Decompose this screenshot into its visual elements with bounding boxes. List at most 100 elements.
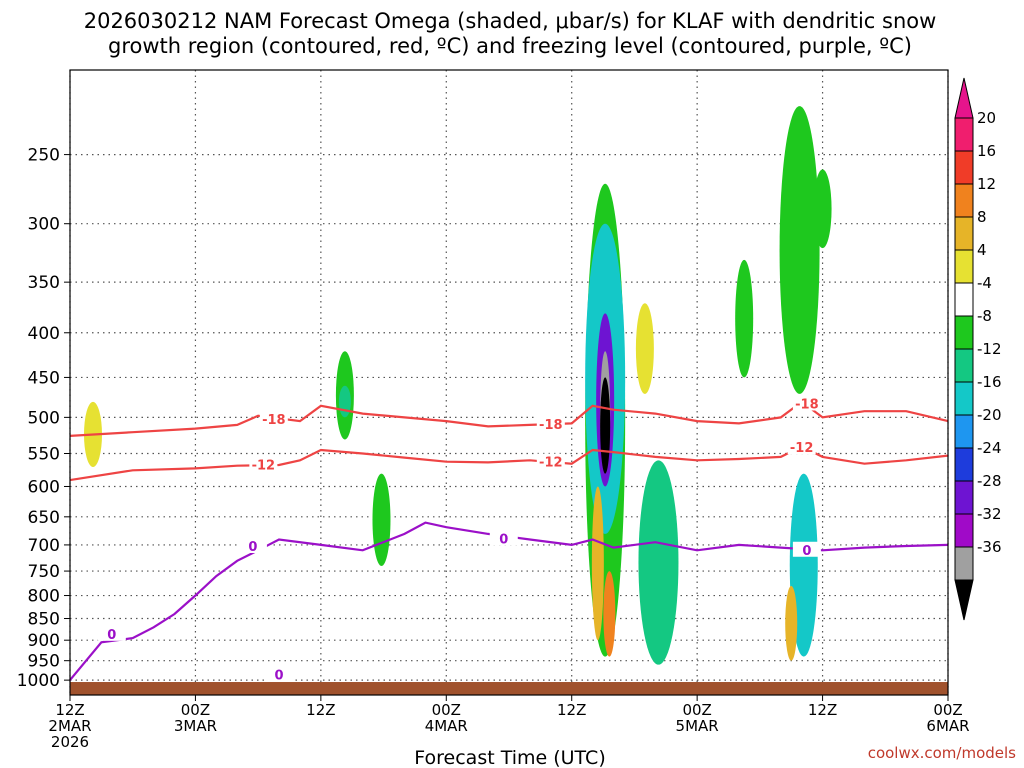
contour-label: 0 — [499, 532, 508, 547]
x-tick-label: 00Z — [432, 701, 461, 719]
colorbar-label: -32 — [977, 505, 1002, 523]
contour-label-bg — [792, 541, 821, 557]
y-tick-label: 300 — [28, 215, 60, 235]
omega-region — [735, 259, 754, 378]
contour-label: -12 — [790, 441, 814, 456]
chart-title-line1: 2026030212 NAM Forecast Omega (shaded, μ… — [84, 9, 937, 33]
y-axis-ticks: 2503003504004505005506006507007508008509… — [17, 146, 70, 691]
chart-title-line2: growth region (contoured, red, ºC) and f… — [108, 34, 912, 58]
colorbar-label: 16 — [977, 142, 996, 160]
colorbar-segment — [954, 348, 974, 383]
freezing-level-line — [69, 521, 949, 681]
y-tick-label: 400 — [28, 324, 60, 344]
surface-terrain — [70, 682, 948, 695]
omega-region — [779, 106, 820, 394]
contour-label-bg — [792, 395, 821, 411]
colorbar-segment — [954, 150, 974, 185]
colorbar-bottom-arrow — [954, 579, 974, 621]
y-tick-label: 550 — [28, 444, 60, 464]
credit-text: coolwx.com/models — [868, 744, 1016, 762]
colorbar-label: -12 — [977, 340, 1002, 358]
colorbar-label: -16 — [977, 373, 1002, 391]
omega-region — [785, 585, 798, 661]
x-axis-label: Forecast Time (UTC) — [414, 747, 605, 768]
x-tick-label: 2026 — [51, 733, 89, 751]
colorbar-segment — [954, 513, 974, 548]
contour-label: 0 — [248, 540, 257, 555]
colorbar-label: -4 — [977, 274, 992, 292]
omega-region — [638, 460, 679, 665]
y-tick-label: 500 — [28, 408, 60, 428]
colorbar-segment — [954, 117, 974, 152]
x-tick-label: 00Z — [933, 701, 962, 719]
contour-label-bg — [265, 666, 294, 682]
isotherm-contours: -18 -18 -18 -12 -12 -12 0 0 0 0 0 — [69, 395, 949, 683]
x-tick-label: 12Z — [557, 701, 586, 719]
omega-region — [372, 473, 391, 566]
omega-region — [600, 377, 611, 474]
colorbar-segment — [954, 546, 974, 581]
contour-label: -12 — [252, 458, 276, 473]
x-tick-label: 2MAR — [48, 717, 91, 735]
colorbar-label: 4 — [977, 241, 987, 259]
colorbar-top-arrow — [954, 77, 974, 119]
contour-label-bg — [97, 625, 126, 641]
colorbar-segment — [954, 381, 974, 416]
colorbar-label: -20 — [977, 406, 1002, 424]
x-tick-label: 6MAR — [926, 717, 969, 735]
x-tick-label: 12Z — [55, 701, 84, 719]
x-tick-label: 12Z — [808, 701, 837, 719]
colorbar-label: -8 — [977, 307, 992, 325]
y-tick-label: 350 — [28, 273, 60, 293]
contour-label-bg — [259, 410, 288, 426]
omega-region — [603, 571, 616, 657]
colorbar-label: 8 — [977, 208, 987, 226]
contour-label: -12 — [539, 456, 563, 471]
colorbar-label: -24 — [977, 439, 1002, 457]
contour-label-bg — [249, 456, 278, 472]
x-tick-label: 12Z — [306, 701, 335, 719]
y-tick-label: 800 — [28, 587, 60, 607]
colorbar-label: -36 — [977, 538, 1002, 556]
omega-shading — [70, 106, 948, 695]
plot-frame — [69, 69, 949, 696]
y-tick-label: 850 — [28, 610, 60, 630]
y-tick-label: 950 — [28, 652, 60, 672]
colorbar: 20 16 12 8 4 -4 -8 -12 -16 -20 -24 -28 -32 -36 — [954, 77, 1002, 621]
contour-label-bg — [536, 416, 565, 432]
y-tick-label: 600 — [28, 477, 60, 497]
y-tick-label: 900 — [28, 631, 60, 651]
y-tick-label: 250 — [28, 146, 60, 166]
contour-label: -18 — [795, 397, 819, 412]
contour-label: -18 — [539, 418, 563, 433]
colorbar-segment — [954, 447, 974, 482]
colorbar-segment — [954, 249, 974, 284]
contour-label-bg — [787, 439, 816, 455]
omega-region — [338, 385, 351, 418]
omega-region — [591, 486, 604, 641]
y-tick-label: 1000 — [17, 671, 60, 691]
colorbar-segment — [954, 315, 974, 350]
contour-label-bg — [238, 537, 267, 553]
y-tick-label: 450 — [28, 368, 60, 388]
x-tick-label: 4MAR — [425, 717, 468, 735]
colorbar-segment — [954, 216, 974, 251]
x-tick-label: 3MAR — [174, 717, 217, 735]
y-tick-label: 650 — [28, 508, 60, 528]
contour-label-bg — [489, 530, 518, 546]
y-tick-label: 700 — [28, 536, 60, 556]
colorbar-label: -28 — [977, 472, 1002, 490]
contour-label: 0 — [107, 628, 116, 643]
x-tick-label: 00Z — [682, 701, 711, 719]
x-tick-label: 00Z — [181, 701, 210, 719]
contour-label: 0 — [802, 544, 811, 559]
contour-label-bg — [536, 453, 565, 469]
contour-label: 0 — [275, 668, 284, 683]
x-tick-label: 5MAR — [676, 717, 719, 735]
colorbar-segment — [954, 414, 974, 449]
y-tick-label: 750 — [28, 562, 60, 582]
colorbar-segment — [954, 282, 974, 317]
omega-region — [635, 303, 654, 394]
